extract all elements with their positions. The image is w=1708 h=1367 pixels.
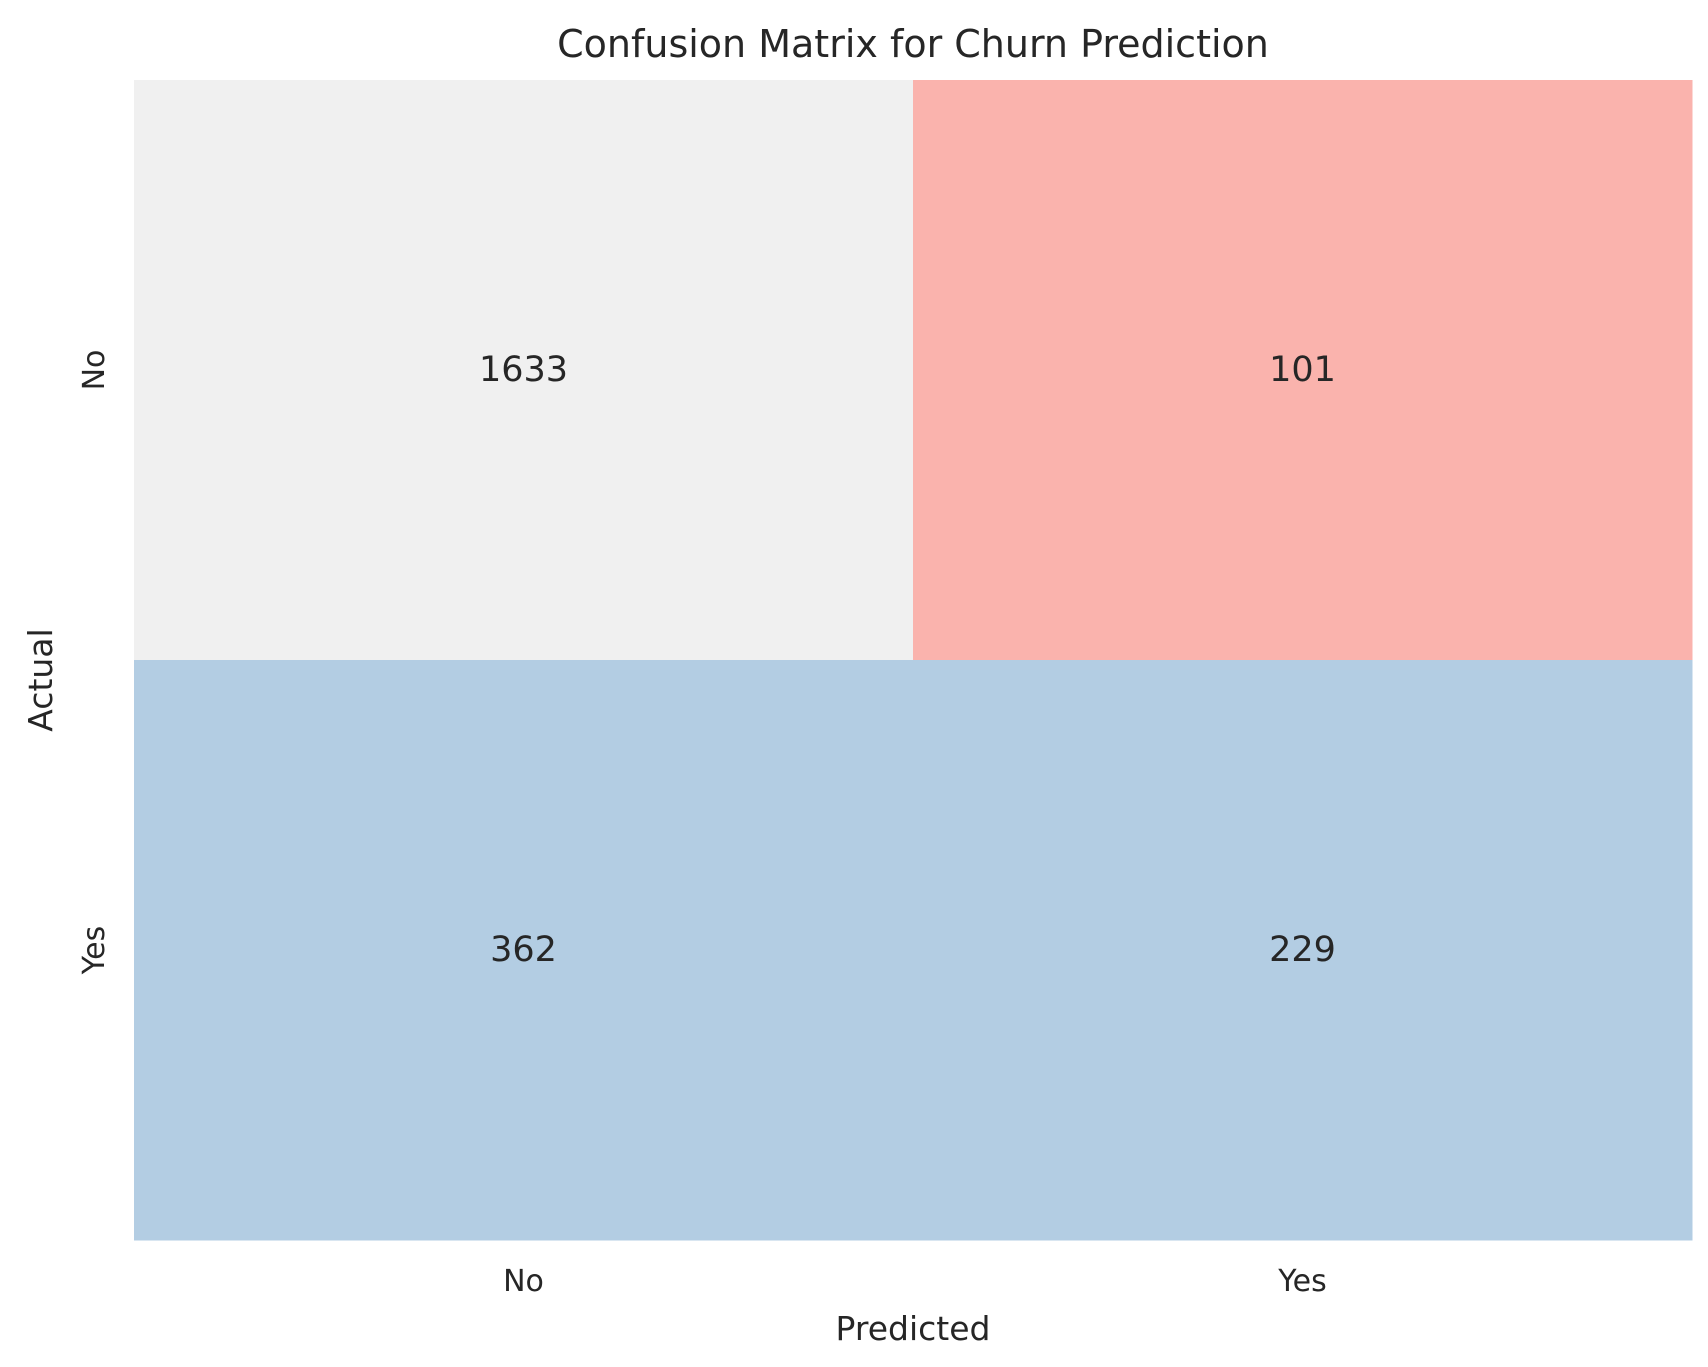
chart-title: Confusion Matrix for Churn Prediction <box>557 22 1269 66</box>
cell-value-labels: 1633 101 362 229 <box>479 350 1336 970</box>
x-tick-labels: No Yes <box>503 1264 1327 1299</box>
heatmap-cells <box>134 80 1693 1241</box>
x-tick-label: Yes <box>1277 1264 1326 1299</box>
cell-value-label: 1633 <box>479 350 568 390</box>
cell-actual-no-predicted-yes <box>913 80 1693 661</box>
y-tick-label: Yes <box>77 926 112 975</box>
cell-value-label: 101 <box>1269 350 1336 390</box>
cell-actual-yes-predicted-yes <box>913 660 1693 1241</box>
cell-value-label: 362 <box>490 930 557 970</box>
y-tick-labels: No Yes <box>77 350 112 976</box>
y-tick-label: No <box>77 350 112 391</box>
y-axis-label: Actual <box>21 628 60 731</box>
cell-actual-no-predicted-no <box>134 80 914 661</box>
x-tick-label: No <box>503 1264 544 1299</box>
x-axis-label: Predicted <box>836 1309 991 1348</box>
cell-actual-yes-predicted-no <box>134 660 914 1241</box>
cell-value-label: 229 <box>1269 930 1336 970</box>
